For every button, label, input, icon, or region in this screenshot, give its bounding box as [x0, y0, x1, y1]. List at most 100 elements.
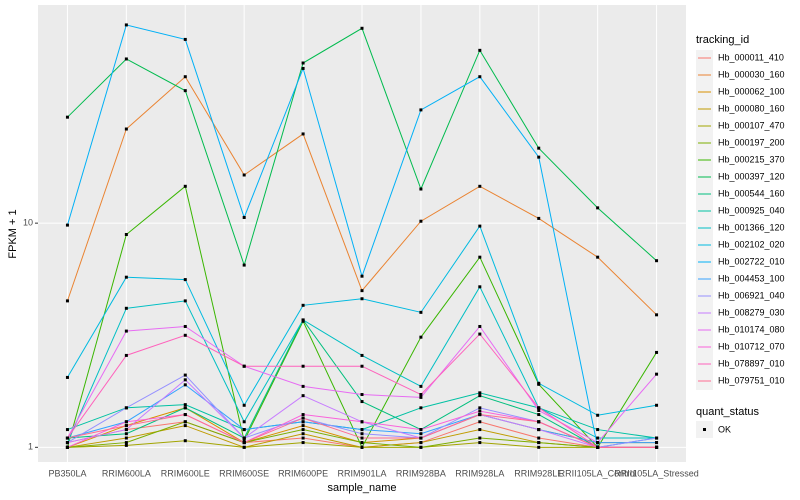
data-point — [360, 432, 364, 436]
data-point — [242, 439, 246, 443]
legend-label: Hb_000107_470 — [718, 120, 785, 130]
data-point — [301, 318, 305, 322]
data-point — [124, 424, 128, 428]
data-point — [478, 406, 482, 410]
data-point — [183, 278, 187, 282]
legend-label: Hb_000544_160 — [718, 188, 785, 198]
legend-point — [703, 428, 706, 431]
data-point — [242, 403, 246, 407]
x-tick-label: RRIM928LA — [455, 468, 504, 478]
data-point — [301, 424, 305, 428]
legend-label: Hb_000080_160 — [718, 103, 785, 113]
data-point — [360, 393, 364, 397]
data-point — [183, 403, 187, 407]
data-point — [124, 306, 128, 310]
data-point — [478, 255, 482, 259]
data-point — [242, 436, 246, 440]
data-point — [301, 441, 305, 445]
data-point — [655, 313, 659, 317]
data-point — [537, 445, 541, 449]
data-point — [419, 310, 423, 314]
data-point — [419, 393, 423, 397]
data-point — [301, 420, 305, 424]
data-point — [478, 436, 482, 440]
data-point — [537, 408, 541, 412]
data-point — [419, 445, 423, 449]
data-point — [655, 403, 659, 407]
legend-label: Hb_006921_040 — [718, 290, 785, 300]
data-point — [537, 420, 541, 424]
data-point — [596, 255, 600, 259]
data-point — [537, 428, 541, 432]
data-point — [478, 413, 482, 417]
data-point — [183, 299, 187, 303]
data-point — [419, 406, 423, 410]
data-point — [124, 57, 128, 61]
legend-label: Hb_002722_010 — [718, 256, 785, 266]
data-point — [596, 445, 600, 449]
data-point — [65, 375, 69, 379]
legend-label: OK — [718, 424, 731, 434]
data-point — [242, 441, 246, 445]
data-point — [301, 432, 305, 436]
data-point — [537, 146, 541, 150]
data-point — [419, 187, 423, 191]
data-point — [360, 441, 364, 445]
data-point — [183, 378, 187, 382]
data-point — [419, 436, 423, 440]
data-point — [65, 115, 69, 119]
data-point — [183, 420, 187, 424]
data-point — [65, 299, 69, 303]
data-point — [537, 381, 541, 385]
data-point — [183, 373, 187, 377]
data-point — [65, 445, 69, 449]
x-tick-label: RRIM928LE — [514, 468, 563, 478]
x-tick-label: RRIM600PE — [278, 468, 328, 478]
point-legend-title: quant_status — [696, 406, 759, 418]
data-point — [478, 420, 482, 424]
data-point — [242, 215, 246, 219]
data-point — [596, 413, 600, 417]
x-tick-label: RRII105LA_Stressed — [614, 468, 699, 478]
data-point — [124, 432, 128, 436]
data-point — [419, 384, 423, 388]
data-point — [360, 289, 364, 293]
x-axis-title: sample_name — [327, 482, 396, 494]
data-point — [537, 436, 541, 440]
data-point — [124, 23, 128, 27]
data-point — [65, 436, 69, 440]
data-point — [537, 406, 541, 410]
data-point — [124, 428, 128, 432]
data-point — [242, 428, 246, 432]
data-point — [242, 420, 246, 424]
data-point — [301, 132, 305, 136]
data-point — [478, 48, 482, 52]
data-point — [124, 443, 128, 447]
data-point — [360, 428, 364, 432]
data-point — [360, 26, 364, 30]
data-point — [478, 409, 482, 413]
data-point — [65, 223, 69, 227]
data-point — [360, 364, 364, 368]
data-point — [537, 155, 541, 159]
data-point — [478, 285, 482, 289]
data-point — [183, 413, 187, 417]
data-point — [301, 394, 305, 398]
legend-label: Hb_078897_010 — [718, 358, 785, 368]
data-point — [242, 445, 246, 449]
data-point — [419, 108, 423, 112]
legend-label: Hb_002102_020 — [718, 239, 785, 249]
data-point — [65, 428, 69, 432]
data-point — [655, 350, 659, 354]
data-point — [537, 441, 541, 445]
data-point — [360, 445, 364, 449]
legend-label: Hb_001366_120 — [718, 222, 785, 232]
data-point — [537, 216, 541, 220]
data-point — [419, 395, 423, 399]
x-tick-label: RRII105LA_Control — [559, 468, 637, 478]
legend-title: tracking_id — [696, 34, 749, 46]
data-point — [478, 394, 482, 398]
legend-label: Hb_000925_040 — [718, 205, 785, 215]
data-point — [478, 224, 482, 228]
